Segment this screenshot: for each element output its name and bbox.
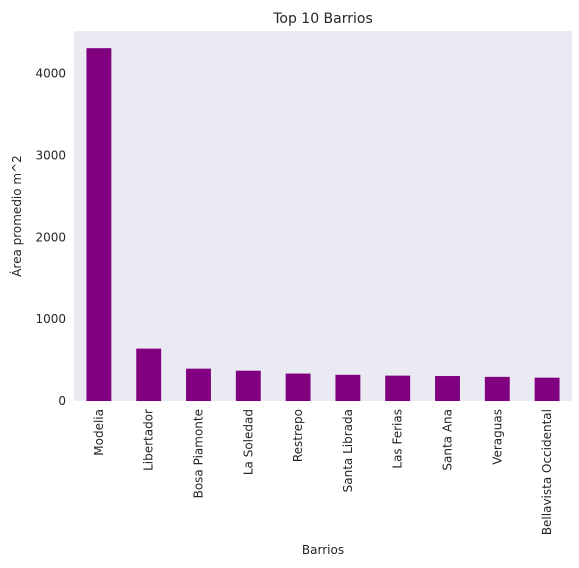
- x-tick-label: Modelia: [92, 409, 106, 456]
- x-tick-label: Bellavista Occidental: [540, 409, 554, 535]
- y-tick-label: 3000: [35, 148, 66, 162]
- y-axis-ticks: 0 1000 2000 3000 4000: [35, 67, 66, 408]
- bars: [86, 48, 560, 401]
- x-axis-ticks: Modelia Libertador Bosa Piamonte La Soledad…: [92, 409, 554, 535]
- x-tick-label: La Soledad: [241, 409, 255, 475]
- bar-3: [186, 368, 211, 401]
- bar-6: [335, 374, 361, 401]
- y-tick-label: 0: [58, 394, 66, 408]
- bar-7: [385, 375, 411, 401]
- bar-1: [86, 48, 112, 401]
- bar-10: [534, 377, 560, 401]
- plot-area: [74, 31, 572, 401]
- x-tick-label: Libertador: [142, 409, 156, 471]
- x-tick-label: Santa Librada: [341, 409, 355, 492]
- x-tick-label: Veraguas: [490, 409, 504, 465]
- y-tick-label: 4000: [35, 67, 66, 81]
- x-axis-label: Barrios: [302, 543, 344, 557]
- bar-2: [136, 348, 162, 401]
- x-tick-label: Restrepo: [291, 409, 305, 462]
- bar-5: [285, 373, 311, 401]
- x-tick-label: Bosa Piamonte: [192, 409, 206, 498]
- bar-4: [235, 370, 261, 401]
- x-tick-label: Santa Ana: [441, 409, 455, 471]
- y-tick-label: 1000: [35, 312, 66, 326]
- bar-8: [435, 376, 460, 401]
- bar-9: [484, 376, 510, 401]
- x-tick-label: Las Ferias: [391, 409, 405, 469]
- y-tick-label: 2000: [35, 230, 66, 244]
- chart-title: Top 10 Barrios: [272, 11, 373, 27]
- y-axis-label: Área promedio m^2: [9, 155, 24, 277]
